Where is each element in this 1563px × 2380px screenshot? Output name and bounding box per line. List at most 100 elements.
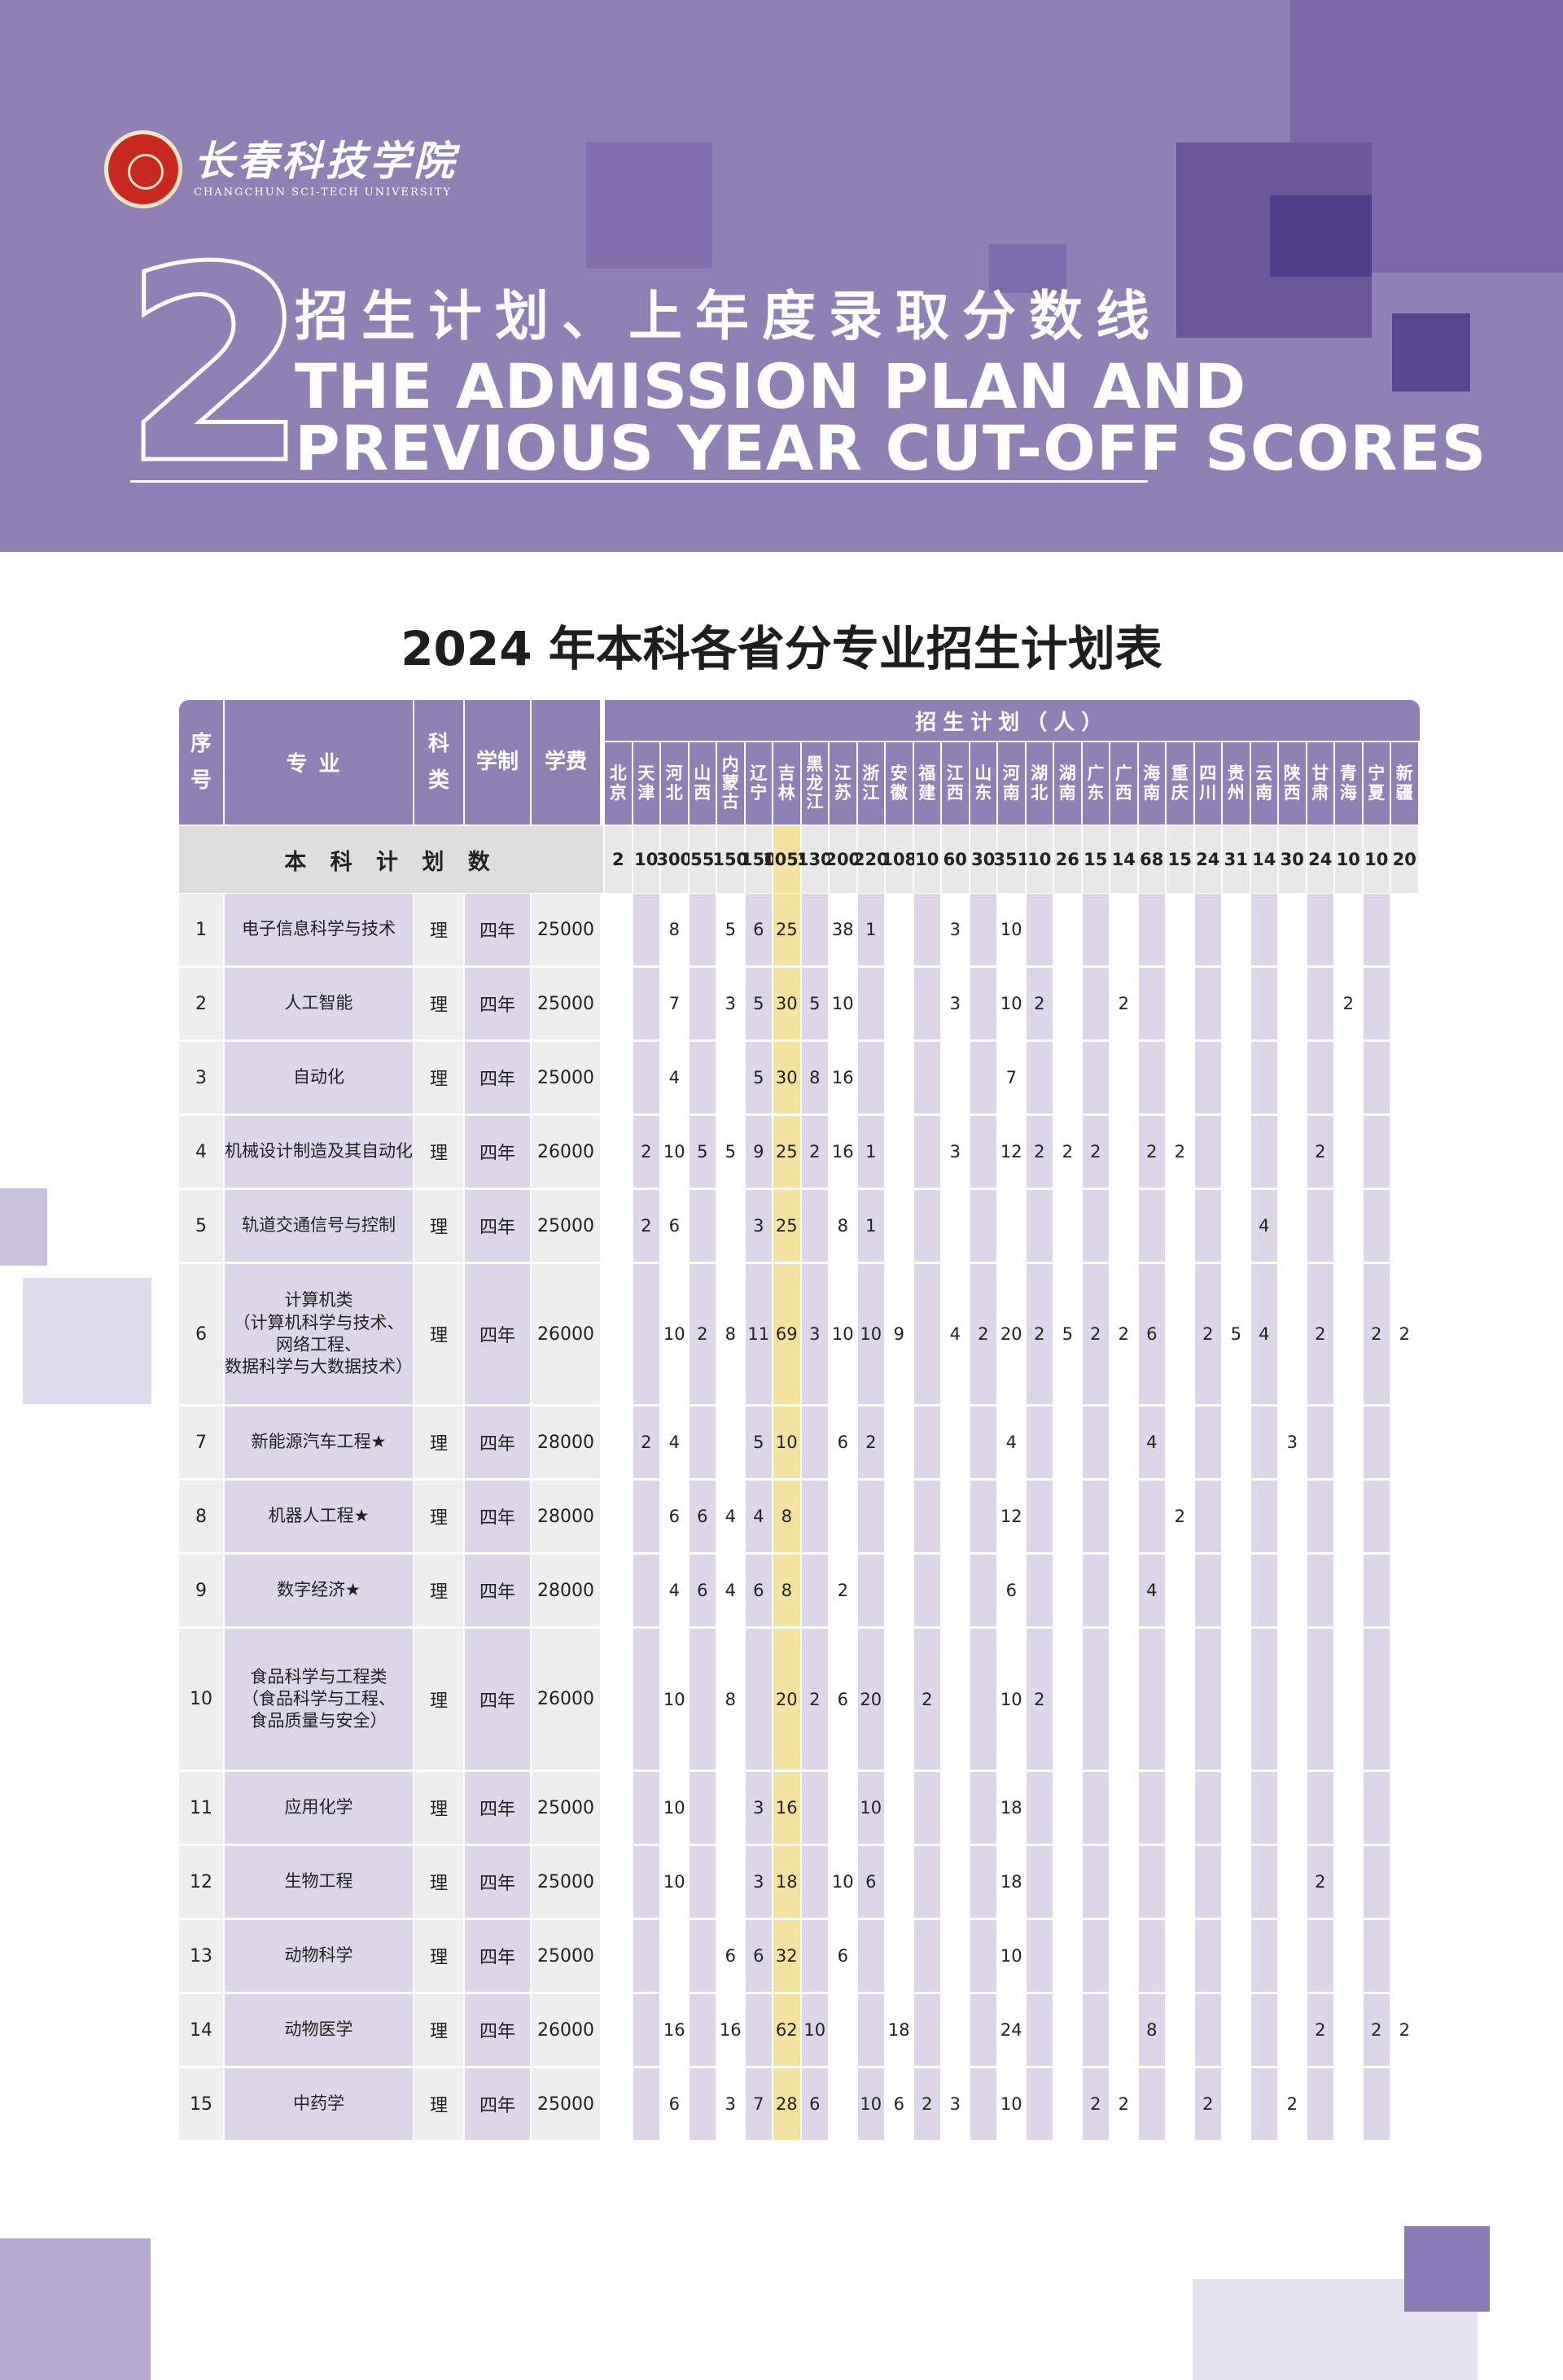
row-index: 13 — [179, 1920, 223, 1992]
plan-cell — [857, 1555, 884, 1626]
totals-cell: 351 — [993, 826, 1029, 893]
plan-cell: 6 — [830, 1629, 856, 1770]
row-duration: 四年 — [465, 894, 530, 965]
plan-cell — [745, 1994, 772, 2066]
plan-cell — [1363, 1846, 1390, 1918]
plan-cell — [942, 1407, 969, 1478]
plan-cell — [1082, 1920, 1109, 1992]
header-province: 浙江 — [857, 742, 884, 825]
plan-cell: 4 — [1138, 1407, 1165, 1478]
row-major: 食品科学与工程类 （食品科学与工程、 食品质量与安全） — [225, 1629, 413, 1770]
plan-cell: 2 — [1167, 1481, 1193, 1552]
plan-cell — [1167, 1190, 1193, 1262]
plan-cell — [1335, 1920, 1362, 1992]
totals-cell: 55 — [689, 826, 716, 893]
plan-cell: 2 — [1307, 1264, 1333, 1404]
header-plan: 招生计划（人） — [605, 700, 1420, 741]
plan-cell — [1167, 1264, 1193, 1404]
plan-cell: 25 — [773, 1116, 800, 1188]
totals-cell: 150 — [741, 826, 777, 893]
header-province: 辽宁 — [745, 742, 772, 825]
row-duration: 四年 — [465, 1994, 530, 2066]
plan-cell — [886, 1629, 913, 1770]
logo-name-en: CHANGCHUN SCI-TECH UNIVERSITY — [194, 186, 453, 199]
plan-cell: 4 — [1250, 1264, 1277, 1404]
plan-cell: 2 — [1082, 1116, 1109, 1188]
decor-square — [989, 244, 1066, 293]
plan-cell — [1335, 1994, 1362, 2066]
plan-cell: 3 — [717, 2068, 744, 2140]
plan-cell: 6 — [886, 2068, 913, 2140]
logo-name-cn: 长春科技学院 — [194, 136, 458, 185]
plan-cell: 2 — [1307, 1994, 1333, 2066]
plan-cell — [1194, 1629, 1221, 1770]
row-duration: 四年 — [465, 1116, 530, 1188]
plan-cell — [1250, 1920, 1277, 1992]
row-major: 自动化 — [225, 1042, 413, 1113]
major-line: 计算机类 — [284, 1290, 353, 1310]
plan-cell — [1110, 1994, 1137, 2066]
plan-cell: 7 — [661, 968, 688, 1039]
row-duration: 四年 — [465, 1042, 530, 1113]
plan-cell — [1250, 1994, 1277, 2066]
plan-cell — [970, 1116, 996, 1188]
plan-cell — [1082, 1407, 1109, 1478]
row-fee: 28000 — [532, 1555, 600, 1626]
plan-cell: 2 — [1167, 1116, 1193, 1188]
plan-cell — [605, 2068, 632, 2140]
plan-cell — [1335, 1042, 1362, 1113]
plan-cell: 4 — [745, 1481, 772, 1552]
plan-cell — [1110, 1772, 1137, 1844]
row-duration: 四年 — [465, 968, 530, 1039]
header-province: 河南 — [998, 742, 1025, 825]
plan-cell: 3 — [942, 2068, 969, 2140]
plan-cell — [1391, 1116, 1418, 1188]
plan-cell — [1279, 1920, 1306, 1992]
plan-cell — [970, 1481, 996, 1552]
plan-cell — [1250, 1629, 1277, 1770]
plan-cell — [1194, 1042, 1221, 1113]
plan-cell: 8 — [717, 1264, 744, 1404]
plan-cell — [689, 1190, 716, 1262]
totals-cell: 1055 — [763, 826, 810, 893]
plan-cell — [1026, 1481, 1053, 1552]
plan-cell: 18 — [886, 1994, 913, 2066]
plan-cell — [633, 894, 659, 965]
plan-cell: 8 — [801, 1042, 828, 1113]
row-fee: 25000 — [532, 2068, 600, 2140]
plan-cell — [942, 1846, 969, 1918]
totals-cell: 220 — [853, 826, 889, 893]
plan-cell — [605, 1920, 632, 1992]
plan-cell — [717, 1190, 744, 1262]
row-category: 理 — [414, 1407, 463, 1478]
plan-cell — [1167, 2068, 1193, 2140]
plan-cell: 2 — [633, 1190, 659, 1262]
plan-cell: 6 — [1138, 1264, 1165, 1404]
plan-cell — [1082, 1772, 1109, 1844]
plan-cell — [689, 894, 716, 965]
plan-cell: 12 — [998, 1116, 1025, 1188]
plan-cell — [605, 1772, 632, 1844]
plan-cell: 2 — [1082, 2068, 1109, 2140]
major-line: 数据科学与大数据技术） — [225, 1357, 413, 1377]
plan-cell — [1054, 1407, 1081, 1478]
row-duration: 四年 — [465, 1481, 530, 1552]
plan-cell — [633, 1264, 659, 1404]
plan-cell — [970, 1407, 996, 1478]
plan-cell — [1026, 1042, 1053, 1113]
row-duration: 四年 — [465, 1629, 530, 1770]
plan-cell: 4 — [717, 1481, 744, 1552]
plan-cell: 4 — [1250, 1190, 1277, 1262]
plan-cell — [1279, 1116, 1306, 1188]
totals-cell: 10 — [1026, 826, 1053, 893]
plan-cell: 8 — [661, 894, 688, 965]
plan-cell: 2 — [1110, 968, 1137, 1039]
plan-cell: 16 — [717, 1994, 744, 2066]
plan-cell: 2 — [1026, 1264, 1053, 1404]
plan-cell: 6 — [801, 2068, 828, 2140]
row-index: 2 — [179, 968, 223, 1039]
plan-cell: 62 — [773, 1994, 800, 2066]
row-category: 理 — [414, 2068, 463, 2140]
plan-cell: 4 — [942, 1264, 969, 1404]
plan-cell: 6 — [745, 1920, 772, 1992]
